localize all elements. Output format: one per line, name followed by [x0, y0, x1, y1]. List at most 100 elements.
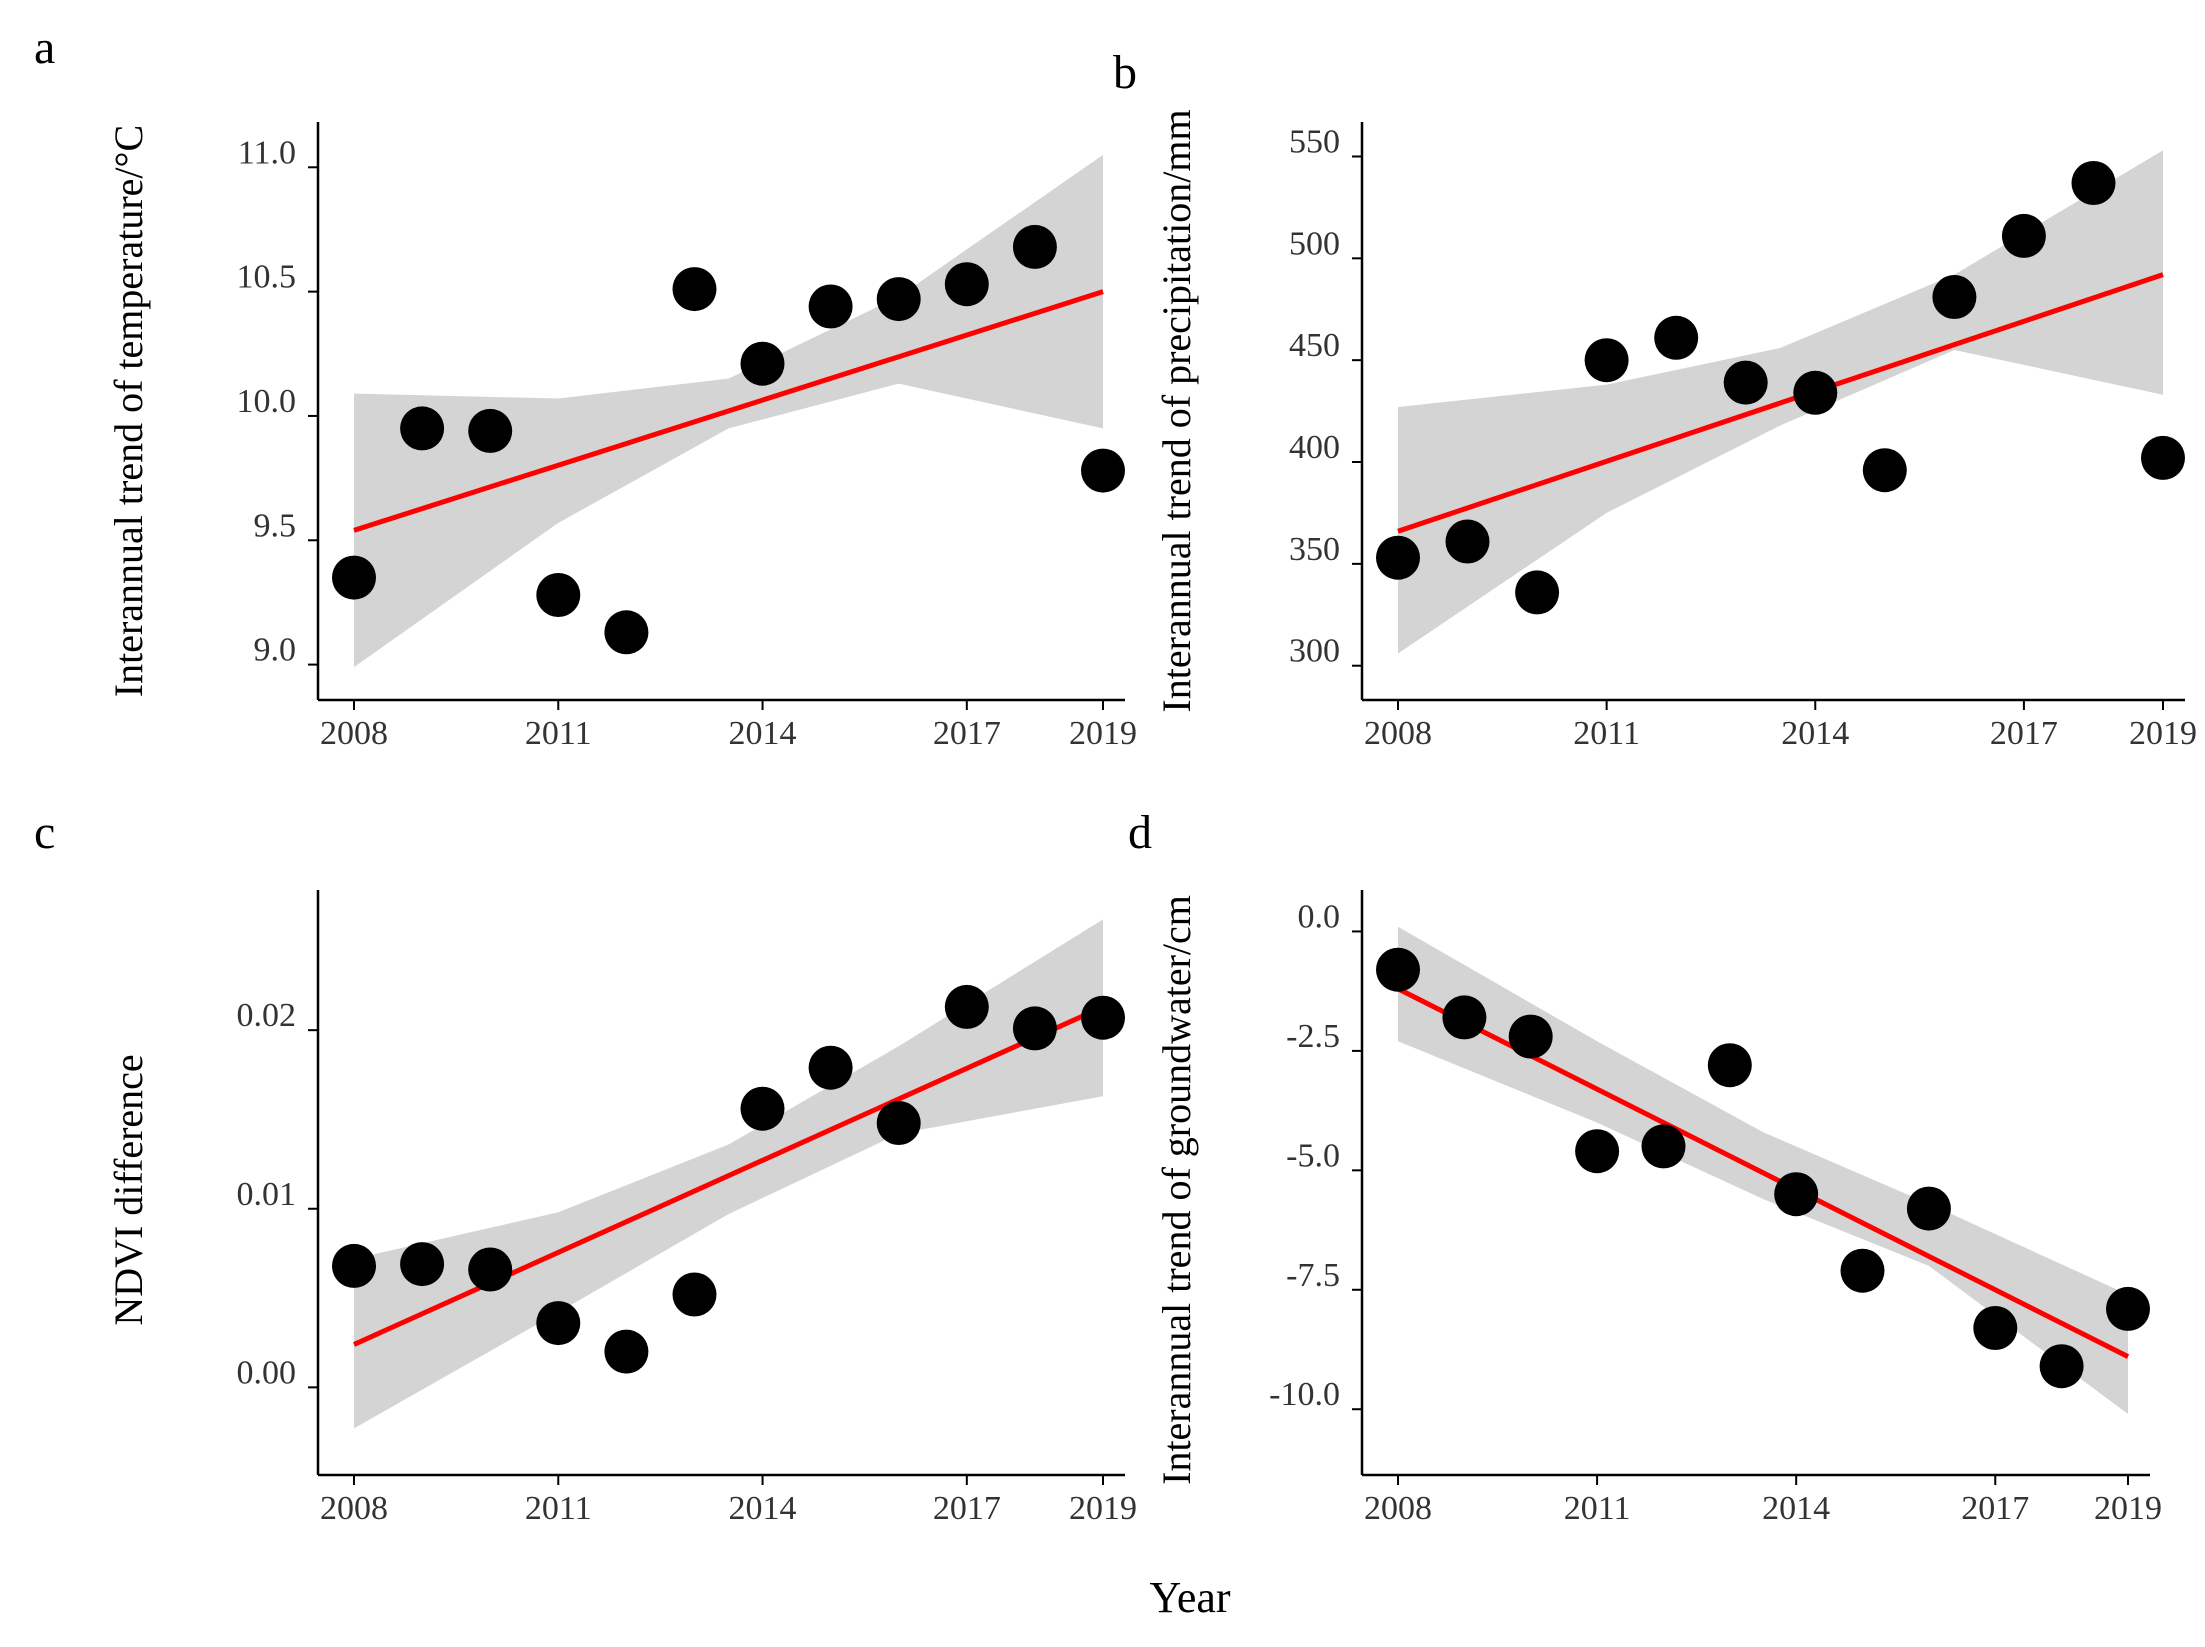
- data-point: [468, 1247, 513, 1292]
- data-point: [2141, 435, 2185, 480]
- panel-a: 9.0 9.5 10.0 10.5 11.0 2008 2011 2014 2017 2019 aI…: [34, 21, 1137, 752]
- x-tick-label: 2019: [1069, 715, 1137, 752]
- data-point: [2071, 161, 2116, 205]
- y-tick-label: 450: [1289, 327, 1340, 364]
- data-point: [1707, 1043, 1752, 1088]
- panel-d: -10.0 -7.5 -5.0 -2.5 0.0 2008 2011 2014 2017 2019…: [1128, 806, 2162, 1527]
- y-tick-label: 0.01: [237, 1176, 297, 1213]
- y-tick-label: 10.5: [237, 259, 297, 296]
- data-point: [332, 1243, 376, 1288]
- y-tick-label: 0.00: [237, 1354, 297, 1391]
- x-tick-label: 2008: [1364, 715, 1432, 752]
- regression-line: [1397, 272, 2164, 534]
- x-tick-label: 2011: [1573, 715, 1640, 752]
- data-point: [2039, 1344, 2084, 1389]
- y-tick-label: 0.0: [1298, 898, 1341, 935]
- data-point: [1515, 570, 1560, 615]
- data-point: [1081, 995, 1125, 1040]
- common-x-axis-title: Year: [1149, 1573, 1230, 1622]
- data-point: [1012, 1006, 1057, 1051]
- panel-letter: c: [34, 806, 55, 859]
- data-point: [536, 1301, 581, 1346]
- y-axis-title: Interannual trend of groundwater/cm: [1154, 895, 1199, 1485]
- panel-c: 0.00 0.01 0.02 2008 2011 2014 2017 2019 c NDVI di…: [34, 806, 1137, 1527]
- data-point: [876, 277, 921, 322]
- y-axis-title: Interannual trend of temperature/°C: [106, 125, 151, 697]
- y-tick-label: 0.02: [237, 997, 297, 1034]
- x-tick-label: 2014: [1762, 1490, 1830, 1527]
- data-point: [1442, 995, 1487, 1040]
- y-tick-label: 350: [1289, 531, 1340, 568]
- data-point: [1376, 947, 1420, 992]
- x-tick-label: 2008: [320, 715, 388, 752]
- panel-letter: b: [1113, 46, 1137, 99]
- y-tick-label: 400: [1289, 429, 1340, 466]
- y-tick-label: 9.5: [254, 507, 297, 544]
- data-point: [1445, 519, 1490, 564]
- data-point: [1376, 535, 1420, 580]
- data-point: [400, 406, 445, 451]
- x-tick-label: 2017: [1961, 1490, 2029, 1527]
- y-tick-label: -7.5: [1286, 1257, 1340, 1294]
- data-point: [808, 284, 853, 329]
- y-tick-label: 300: [1289, 633, 1340, 670]
- y-axis-title: NDVI difference: [106, 1054, 151, 1325]
- data-point: [672, 267, 717, 312]
- x-tick-label: 2011: [525, 1490, 592, 1527]
- data-point: [604, 610, 649, 655]
- data-point: [944, 262, 989, 307]
- data-point: [400, 1242, 445, 1287]
- y-tick-label: -2.5: [1286, 1018, 1340, 1055]
- x-tick-label: 2014: [1781, 715, 1849, 752]
- data-point: [672, 1272, 717, 1317]
- data-point: [740, 1086, 785, 1131]
- x-tick-label: 2017: [1990, 715, 2058, 752]
- data-point: [468, 408, 513, 453]
- x-tick-label: 2019: [2129, 715, 2197, 752]
- data-point: [1508, 1014, 1553, 1059]
- data-point: [1723, 360, 1768, 405]
- y-tick-label: 550: [1289, 123, 1340, 160]
- data-point: [1793, 370, 1838, 415]
- y-tick-label: 11.0: [238, 134, 296, 171]
- y-tick-label: 9.0: [254, 632, 297, 669]
- regression-line: [352, 1004, 1105, 1347]
- y-tick-label: 10.0: [237, 383, 297, 420]
- panel-b: 300 350 400 450 500 550 2008 2011 2014 2017 2019 bI…: [1113, 46, 2197, 752]
- data-point: [1654, 315, 1699, 360]
- regression-line: [1396, 986, 2130, 1359]
- data-point: [1906, 1186, 1951, 1231]
- data-point: [1932, 275, 1977, 319]
- data-point: [1973, 1306, 2018, 1350]
- data-point: [808, 1045, 853, 1090]
- data-point: [1641, 1124, 1686, 1169]
- x-tick-label: 2019: [1069, 1490, 1137, 1527]
- data-point: [1575, 1129, 1620, 1174]
- data-point: [944, 984, 989, 1029]
- y-tick-label: -10.0: [1269, 1376, 1340, 1413]
- data-point: [2106, 1286, 2150, 1331]
- data-point: [604, 1329, 649, 1374]
- x-tick-label: 2014: [729, 1490, 797, 1527]
- y-tick-label: 500: [1289, 225, 1340, 262]
- data-point: [1584, 338, 1629, 383]
- data-point: [536, 573, 581, 617]
- y-axis-title: Interannual trend of precipitation/mm: [1154, 109, 1199, 712]
- data-point: [332, 555, 376, 600]
- x-tick-label: 2008: [1364, 1490, 1432, 1527]
- data-point: [1862, 448, 1907, 493]
- data-point: [1081, 448, 1125, 493]
- x-tick-label: 2011: [525, 715, 592, 752]
- x-tick-label: 2019: [2094, 1490, 2162, 1527]
- x-tick-label: 2008: [320, 1490, 388, 1527]
- x-tick-label: 2017: [933, 1490, 1001, 1527]
- data-point: [740, 341, 785, 386]
- data-point: [1012, 224, 1057, 269]
- y-tick-label: -5.0: [1286, 1137, 1340, 1174]
- regression-line: [353, 289, 1104, 533]
- panel-letter: a: [34, 21, 55, 74]
- panel-letter: d: [1128, 806, 1152, 859]
- x-tick-label: 2017: [933, 715, 1001, 752]
- data-point: [876, 1101, 921, 1145]
